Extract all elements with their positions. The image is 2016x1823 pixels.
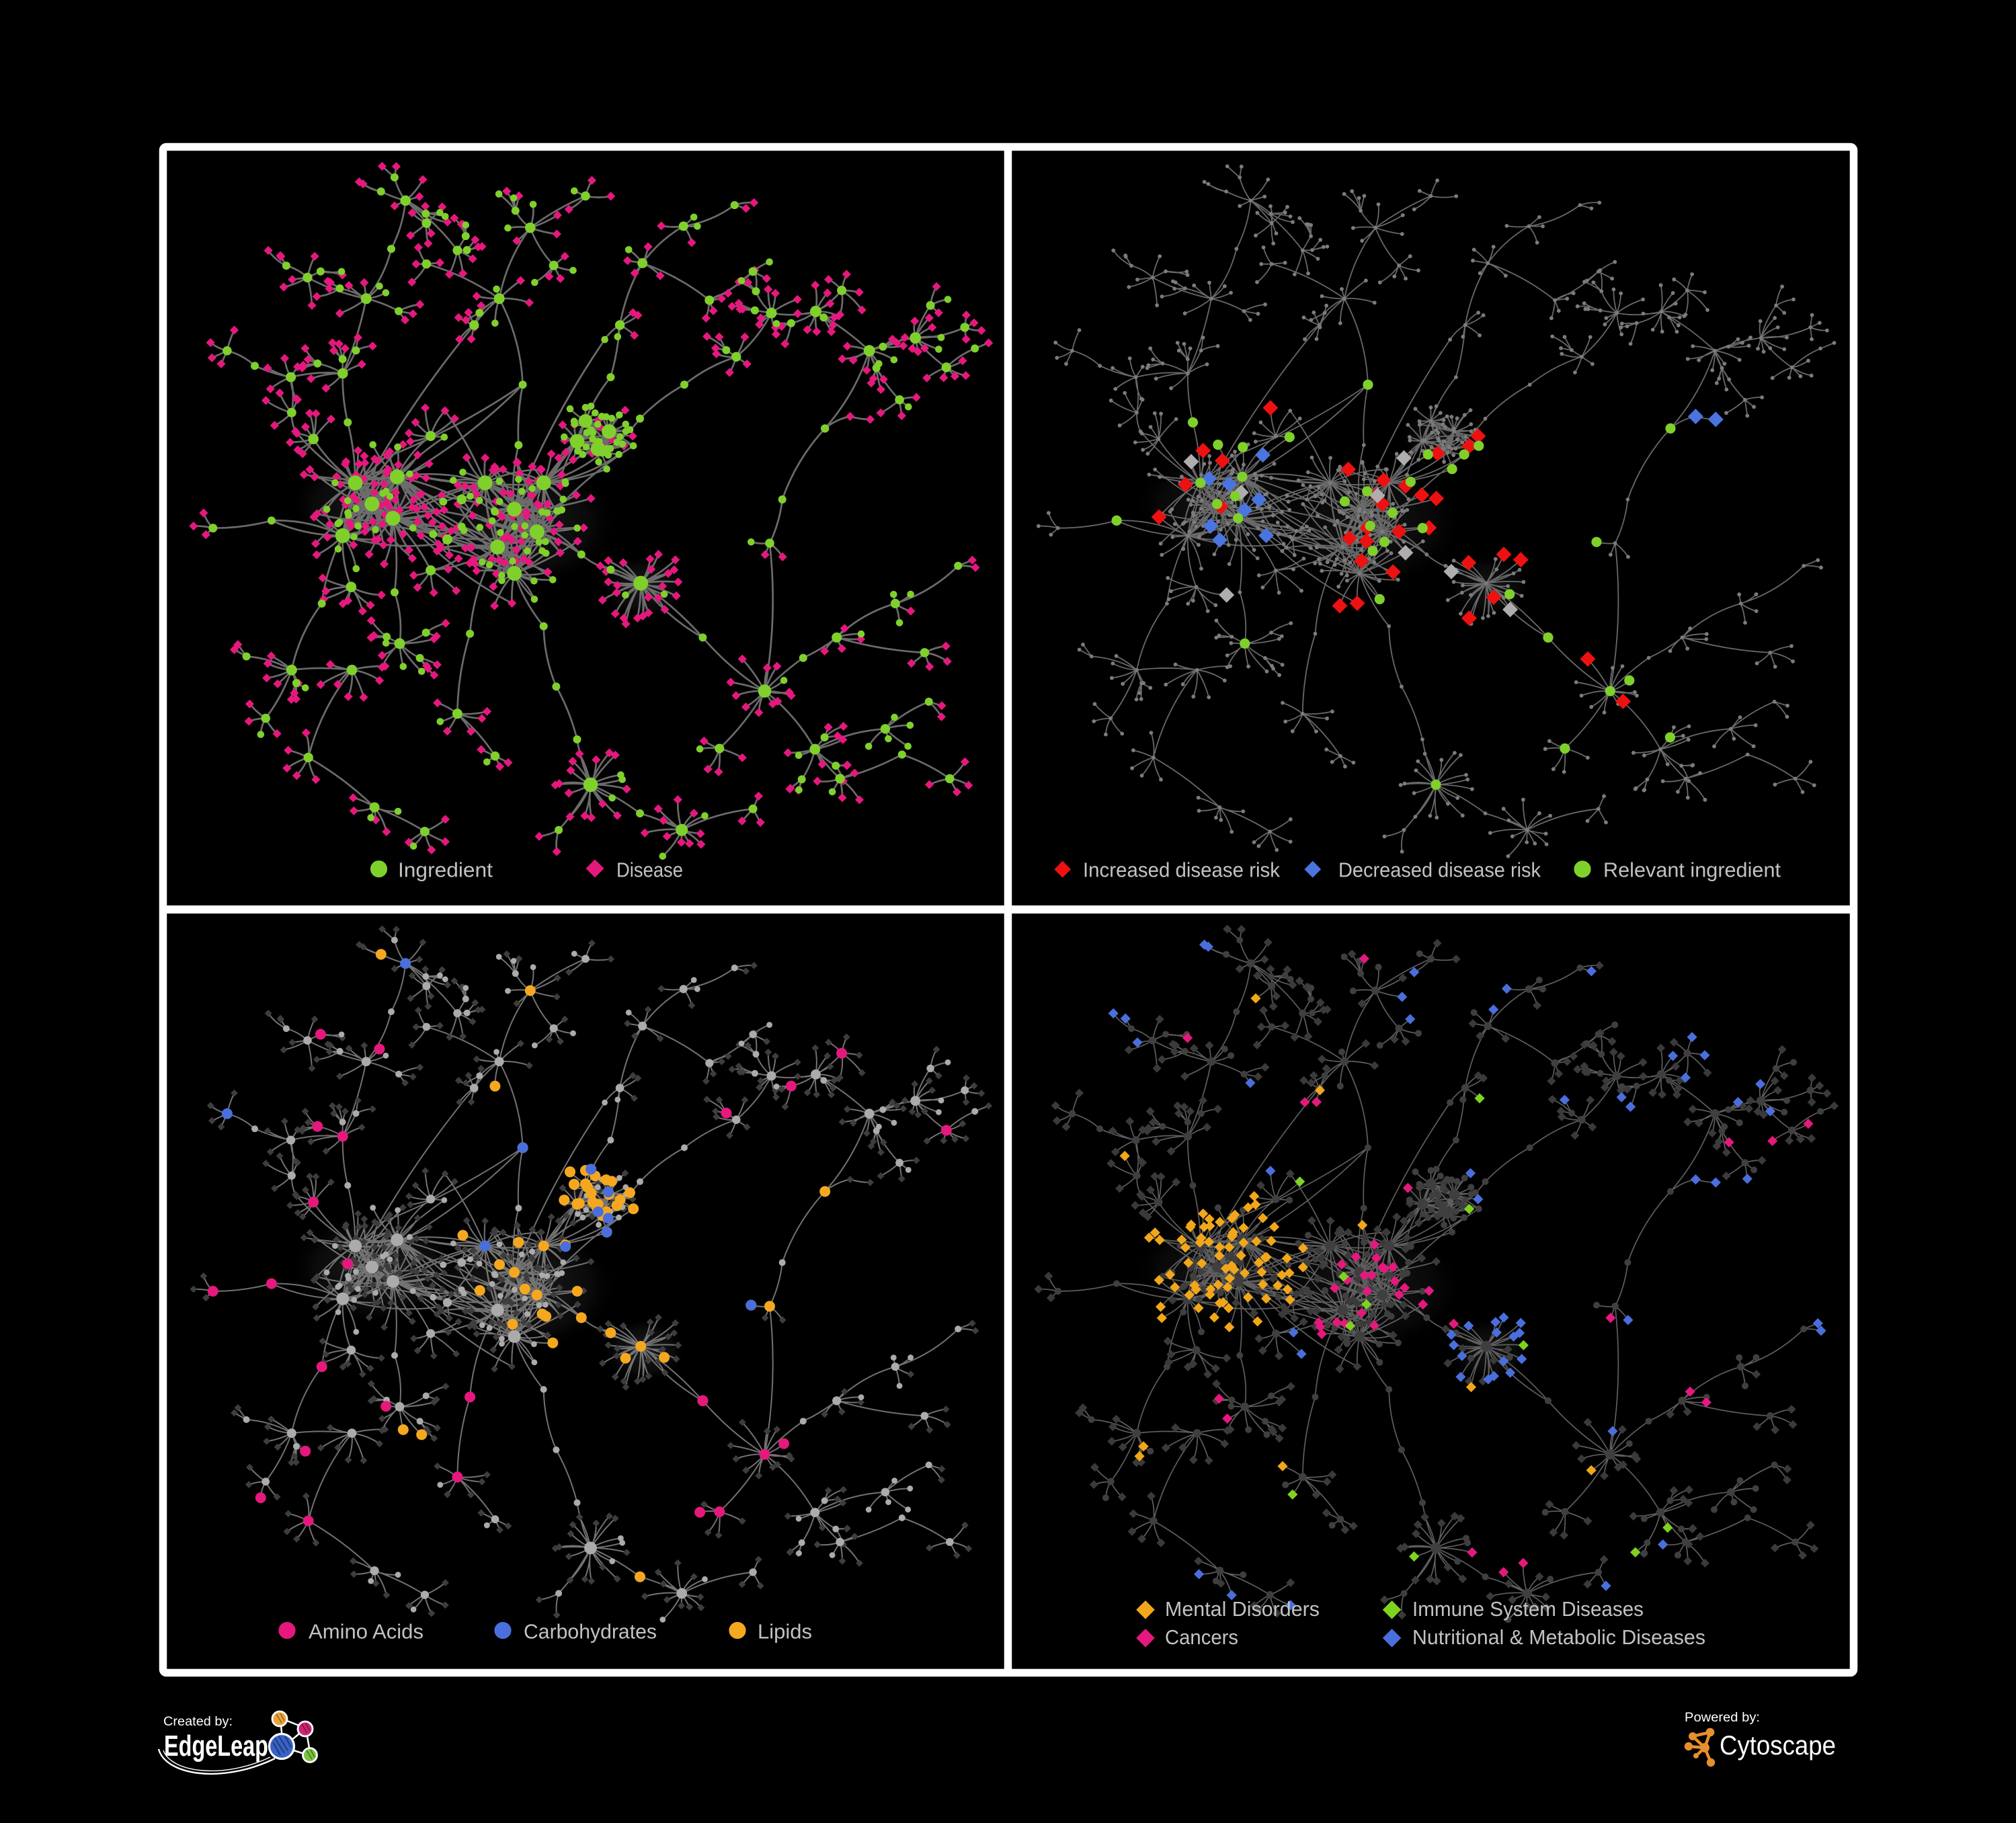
svg-text:Cancers: Cancers bbox=[1165, 1625, 1238, 1649]
svg-text:Nutritional & Metabolic Diseas: Nutritional & Metabolic Diseases bbox=[1412, 1625, 1705, 1649]
svg-text:Ingredient: Ingredient bbox=[398, 858, 493, 882]
svg-text:Increased disease risk: Increased disease risk bbox=[1083, 858, 1280, 882]
svg-text:Lipids: Lipids bbox=[758, 1620, 812, 1644]
svg-text:EdgeLeap: EdgeLeap bbox=[164, 1730, 268, 1763]
svg-text:Decreased disease risk: Decreased disease risk bbox=[1338, 858, 1541, 882]
svg-text:Cytoscape: Cytoscape bbox=[1720, 1731, 1836, 1760]
svg-text:Created by:: Created by: bbox=[163, 1715, 233, 1729]
svg-text:Relevant ingredient: Relevant ingredient bbox=[1603, 858, 1781, 882]
svg-text:Mental Disorders: Mental Disorders bbox=[1165, 1597, 1320, 1621]
svg-text:Disease: Disease bbox=[616, 858, 683, 882]
svg-text:Immune System Diseases: Immune System Diseases bbox=[1412, 1597, 1644, 1621]
svg-text:Carbohydrates: Carbohydrates bbox=[524, 1620, 657, 1644]
svg-text:Amino Acids: Amino Acids bbox=[309, 1620, 424, 1644]
svg-text:Powered by:: Powered by: bbox=[1685, 1711, 1760, 1725]
